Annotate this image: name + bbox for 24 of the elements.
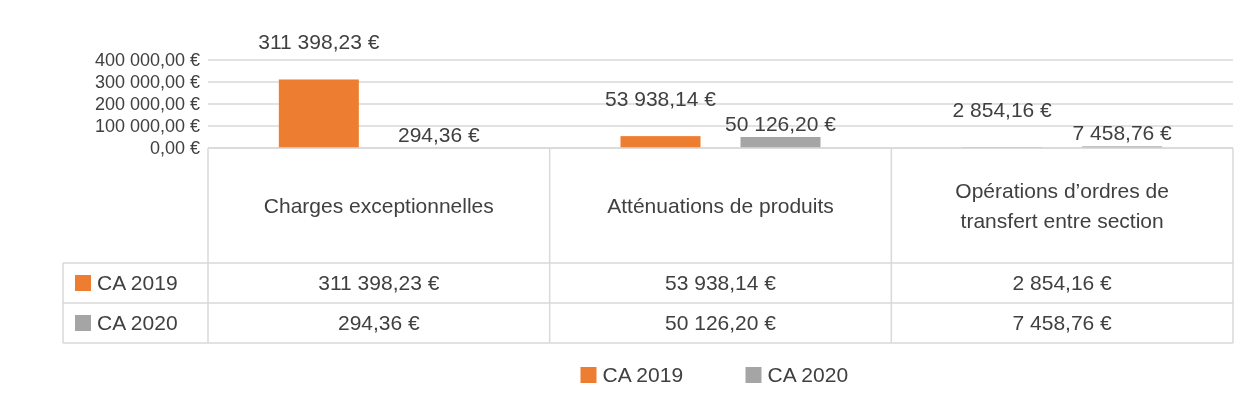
text: 53 938,14 € (605, 87, 716, 111)
x-tick-label: Charges exceptionnelles (263, 193, 494, 217)
y-tick-label: 0,00 € (149, 138, 200, 159)
data-label: 311 398,23 € (318, 271, 440, 295)
y-tick-label: 400 000,00 € (94, 50, 200, 71)
data-label: 7 458,76 € (1012, 311, 1113, 335)
y-tick-label: 100 000,00 € (94, 116, 200, 137)
data-label: 294,36 € (337, 311, 421, 335)
x-tick-label: Atténuations de produits (607, 193, 834, 217)
text: 311 398,23 € (258, 30, 380, 54)
y-tick-label: 200 000,00 € (94, 94, 200, 115)
data-label: 53 938,14 € (665, 271, 777, 295)
text: 50 126,20 € (725, 111, 836, 135)
legend-label: CA 2019 (97, 271, 178, 295)
x-tick-label: Opérations d’ordres de transfert entre section (955, 178, 1169, 232)
legend-label: CA 2020 (767, 363, 849, 387)
text: CA 2020 (97, 311, 178, 335)
y-tick-label: 300 000,00 € (94, 72, 200, 93)
text: 294,36 € (397, 122, 480, 146)
text: 2 854,16 € (952, 98, 1052, 122)
data-label: 2 854,16 € (1012, 271, 1113, 295)
data-label: 50 126,20 € (665, 311, 777, 335)
text: 7 458,76 € (1072, 121, 1172, 145)
text: CA 2019 (602, 363, 684, 387)
